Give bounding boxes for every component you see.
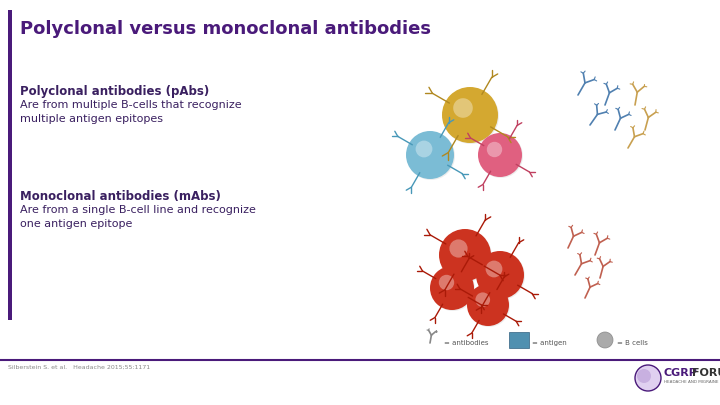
Circle shape xyxy=(431,267,475,311)
Text: Monoclonal antibodies (mAbs): Monoclonal antibodies (mAbs) xyxy=(20,190,221,203)
Circle shape xyxy=(430,266,474,310)
Text: CGRP: CGRP xyxy=(664,368,698,378)
Circle shape xyxy=(449,239,467,258)
Circle shape xyxy=(635,365,661,391)
Circle shape xyxy=(478,133,522,177)
Circle shape xyxy=(637,369,651,383)
Circle shape xyxy=(468,285,510,327)
Circle shape xyxy=(439,229,491,281)
Circle shape xyxy=(477,252,525,300)
Text: = antigen: = antigen xyxy=(532,340,567,346)
Circle shape xyxy=(467,284,509,326)
Text: FORUM: FORUM xyxy=(692,368,720,378)
FancyBboxPatch shape xyxy=(509,332,529,348)
Text: Polyclonal antibodies (pAbs): Polyclonal antibodies (pAbs) xyxy=(20,85,210,98)
Text: = B cells: = B cells xyxy=(617,340,648,346)
Text: Are from a single B-cell line and recognize
one antigen epitope: Are from a single B-cell line and recogn… xyxy=(20,205,256,229)
Circle shape xyxy=(476,251,524,299)
Circle shape xyxy=(406,131,454,179)
Text: Silberstein S. et al.   Headache 2015;55:1171: Silberstein S. et al. Headache 2015;55:1… xyxy=(8,365,150,370)
Circle shape xyxy=(415,141,433,158)
Text: HEADACHE AND MIGRAINE: HEADACHE AND MIGRAINE xyxy=(664,380,719,384)
Circle shape xyxy=(443,88,499,144)
Circle shape xyxy=(487,142,503,157)
Circle shape xyxy=(440,230,492,282)
Circle shape xyxy=(453,98,473,118)
Bar xyxy=(8,10,12,320)
Text: Polyclonal versus monoclonal antibodies: Polyclonal versus monoclonal antibodies xyxy=(20,20,431,38)
Circle shape xyxy=(438,275,454,290)
Circle shape xyxy=(475,292,490,307)
Circle shape xyxy=(479,134,523,178)
Circle shape xyxy=(407,132,455,180)
Circle shape xyxy=(597,332,613,348)
Text: Are from multiple B-cells that recognize
multiple antigen epitopes: Are from multiple B-cells that recognize… xyxy=(20,100,242,124)
Circle shape xyxy=(485,260,503,277)
Circle shape xyxy=(442,87,498,143)
Text: = antibodies: = antibodies xyxy=(444,340,488,346)
